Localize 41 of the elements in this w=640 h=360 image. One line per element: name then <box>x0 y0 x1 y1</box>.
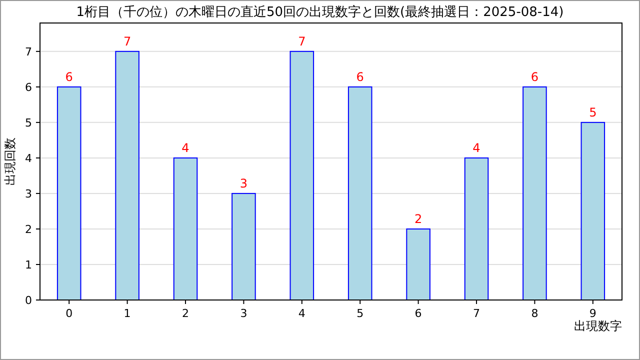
data-label: 5 <box>589 105 597 120</box>
data-label: 4 <box>182 140 190 155</box>
bar <box>290 50 314 300</box>
data-label: 7 <box>123 34 132 48</box>
bar <box>522 86 547 300</box>
x-tick-label: 4 <box>298 307 306 320</box>
x-tick-label: 1 <box>124 307 131 320</box>
data-label: 2 <box>414 212 422 226</box>
chart-title: 1桁目（千の位）の木曜日の直近50回の出現数字と回数(最終抽選日：2025-08-14) <box>76 4 564 20</box>
data-label: 6 <box>65 70 73 84</box>
y-tick-label: 2 <box>25 222 32 236</box>
y-tick-label: 5 <box>25 116 32 130</box>
bar <box>115 50 140 300</box>
y-tick-label: 0 <box>25 294 32 307</box>
y-axis-title: 出現回数 <box>3 138 17 186</box>
x-tick-label: 8 <box>531 307 538 320</box>
x-axis-title: 出現数字 <box>574 319 622 333</box>
x-tick-label: 5 <box>356 307 364 320</box>
y-tick-label: 3 <box>25 187 32 200</box>
data-label: 7 <box>298 34 306 48</box>
bar <box>406 228 430 300</box>
y-tick-label: 6 <box>25 80 32 94</box>
bar <box>348 86 372 300</box>
y-tick-label: 7 <box>25 45 32 58</box>
data-label: 4 <box>472 140 480 155</box>
bar <box>580 122 606 300</box>
y-tick-label: 1 <box>25 258 32 272</box>
data-label: 6 <box>530 70 539 84</box>
x-tick-label: 7 <box>473 307 480 320</box>
x-tick-label: 9 <box>589 307 596 320</box>
bar <box>173 157 198 300</box>
x-tick-label: 3 <box>240 307 248 320</box>
x-tick-label: 0 <box>66 307 73 320</box>
data-label: 3 <box>240 176 248 190</box>
x-tick-label: 6 <box>414 307 422 320</box>
bar <box>464 157 489 300</box>
bar <box>56 86 82 300</box>
y-tick-label: 4 <box>25 152 32 165</box>
x-tick-label: 2 <box>182 307 189 320</box>
data-label: 6 <box>356 70 364 84</box>
bar <box>232 192 256 300</box>
